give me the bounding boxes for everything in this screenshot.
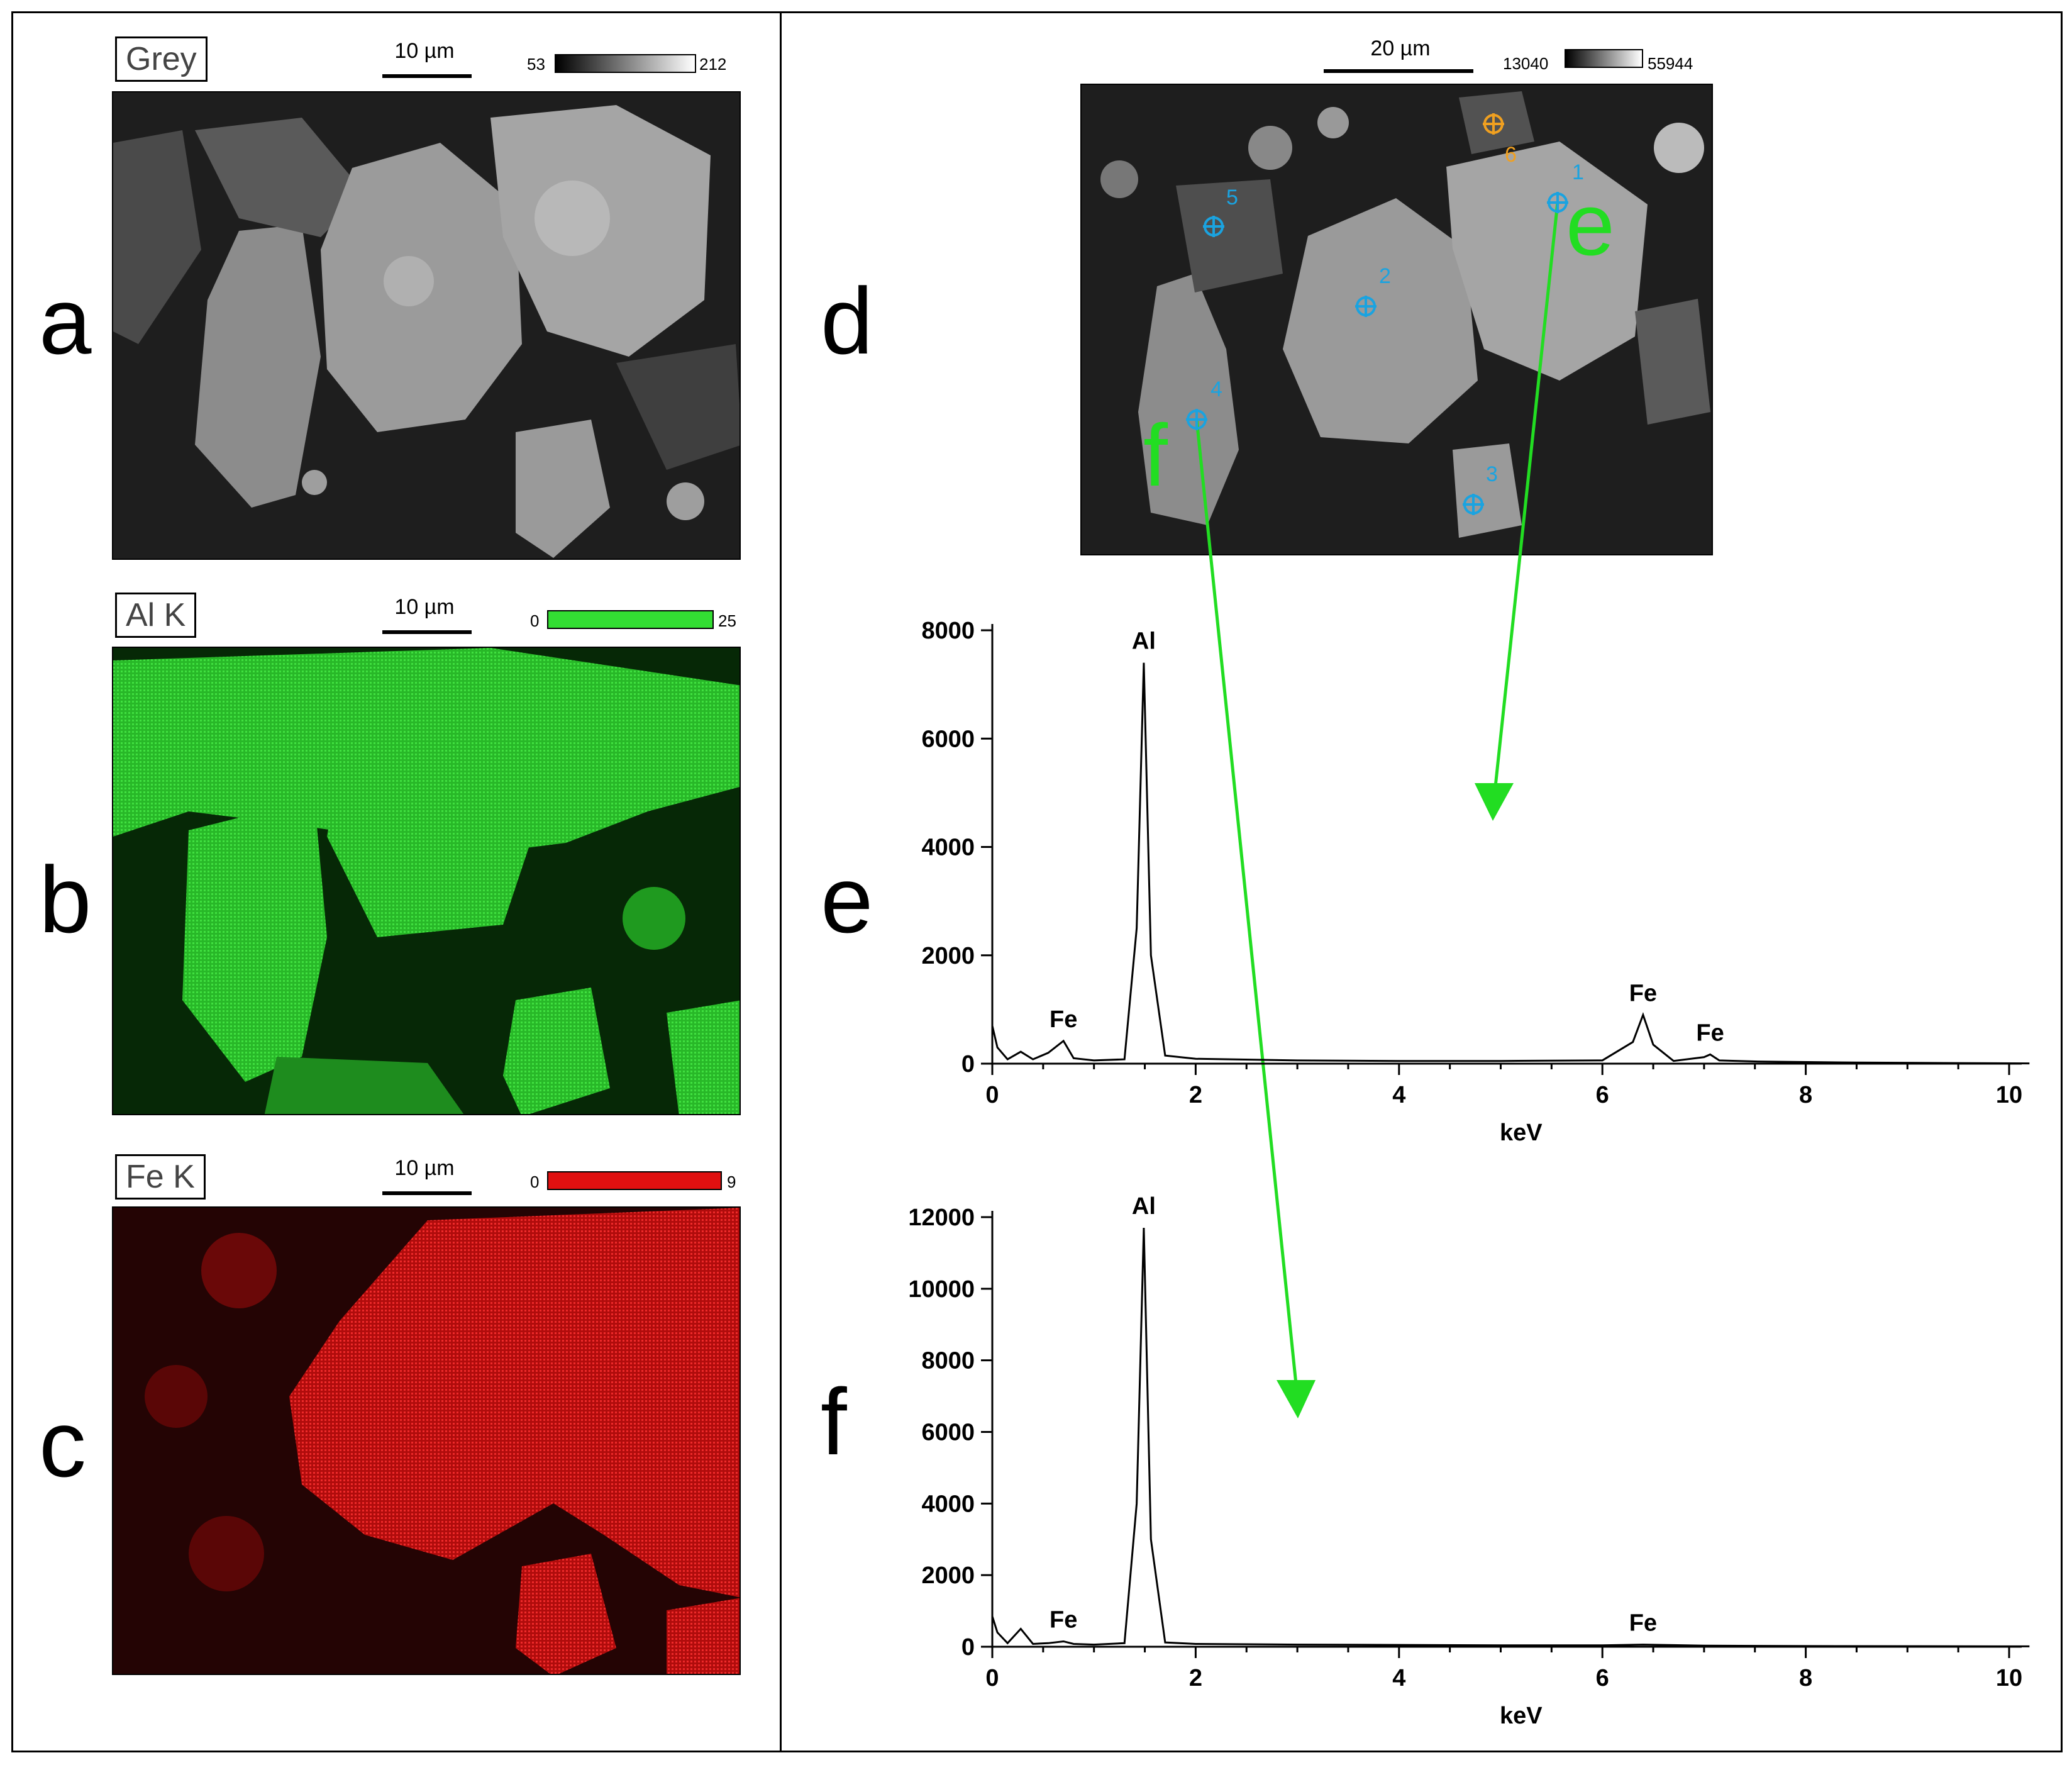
map-label-fe: Fe K (115, 1154, 206, 1200)
arrowhead-e (1475, 783, 1514, 821)
overlay-letter-e: e (1566, 175, 1615, 274)
peak-label-fe: Fe (1050, 1606, 1077, 1633)
colorbar-min-grey: 53 (527, 55, 545, 74)
y-tick-label: 4000 (921, 835, 975, 861)
x-tick-label: 6 (1596, 1082, 1609, 1108)
x-tick-label: 4 (1392, 1665, 1405, 1691)
spectrum-chart-e: 0 2000 4000 6000 8000 0 2 4 6 8 10 keV Al Fe Fe Fe (921, 618, 2030, 1146)
panel-letter-b: b (39, 847, 92, 952)
y-tick-label: 8000 (921, 1348, 975, 1374)
y-tick-label: 0 (961, 1634, 975, 1661)
panel-letter-f: f (821, 1369, 847, 1474)
point-label-6: 6 (1505, 143, 1517, 167)
panel-letter-e: e (821, 847, 873, 952)
y-tick-label: 8000 (921, 618, 975, 644)
scale-bar-al (382, 630, 472, 634)
arrow-line-f (1195, 419, 1299, 1391)
colorbar-max-fe: 9 (727, 1172, 736, 1191)
colorbar-min-fe: 0 (530, 1172, 540, 1191)
fe-map-image (113, 1208, 740, 1674)
x-tick-label: 8 (1799, 1082, 1812, 1108)
scale-bar-sem (1324, 69, 1473, 73)
y-tick-label: 6000 (921, 726, 975, 752)
point-marker-4 (1186, 409, 1207, 430)
peak-label-fe: Fe (1050, 1006, 1077, 1033)
panel-letter-c: c (39, 1391, 86, 1496)
panel-letter-d: d (821, 268, 873, 374)
panel-letter-a: a (39, 268, 92, 374)
y-tick-label: 2000 (921, 1562, 975, 1589)
x-tick-label: 6 (1596, 1665, 1609, 1691)
y-tick-label: 6000 (921, 1420, 975, 1446)
colorbar-min-al: 0 (530, 611, 540, 630)
y-tick-label: 10000 (908, 1276, 975, 1303)
map-label-grey: Grey (115, 36, 208, 82)
x-tick-label: 10 (1996, 1665, 2022, 1691)
point-marker-2 (1355, 296, 1377, 317)
map-label-al: Al K (115, 593, 197, 638)
colorbar-fe (547, 1171, 722, 1190)
scale-text-sem: 20 µm (1370, 36, 1431, 60)
fe-element-map (112, 1206, 741, 1675)
sem-point-svg (1082, 85, 1712, 554)
point-marker-6 (1483, 113, 1504, 135)
scale-bar-fe (382, 1191, 472, 1195)
sem-map-grey (112, 91, 741, 560)
overlay-letter-f: f (1143, 406, 1168, 504)
scale-text-fe: 10 µm (394, 1156, 455, 1180)
sem-point-image (1080, 84, 1713, 555)
colorbar-max-sem: 55944 (1648, 54, 1693, 73)
x-tick-label: 0 (985, 1665, 999, 1691)
arrow-line-e (1493, 202, 1560, 793)
sem-grey-image (113, 92, 740, 559)
point-label-3: 3 (1486, 462, 1498, 486)
x-tick-label: 4 (1392, 1082, 1405, 1108)
y-tick-label: 0 (961, 1051, 975, 1077)
point-label-5: 5 (1226, 186, 1238, 209)
y-tick-label: 12000 (908, 1205, 975, 1231)
y-tick-label: 4000 (921, 1491, 975, 1517)
x-tick-label: 0 (985, 1082, 999, 1108)
peak-label-al: Al (1132, 1193, 1156, 1220)
x-tick-label: 2 (1189, 1082, 1202, 1108)
scale-bar-grey (382, 74, 472, 78)
al-element-map (112, 647, 741, 1115)
colorbar-al (547, 610, 714, 629)
peak-label-al: Al (1132, 628, 1156, 655)
column-divider (780, 11, 782, 1752)
point-label-2: 2 (1379, 264, 1391, 288)
colorbar-max-al: 25 (718, 611, 736, 630)
figure-frame (11, 11, 2063, 1752)
x-axis-label: keV (1500, 1703, 1543, 1729)
spectrum-chart-f: 0 2000 4000 6000 8000 10000 12000 0 2 4 6 8 10 keV Al F… (908, 1193, 2030, 1729)
scale-text-al: 10 µm (394, 595, 455, 619)
arrowhead-f (1277, 1380, 1316, 1418)
x-tick-label: 2 (1189, 1665, 1202, 1691)
point-marker-3 (1463, 494, 1484, 515)
scale-text-grey: 10 µm (394, 39, 455, 63)
x-tick-label: 10 (1996, 1082, 2022, 1108)
spectrum-line (991, 662, 2030, 1065)
colorbar-max-grey: 212 (699, 55, 727, 74)
spectrum-line (991, 1228, 2030, 1647)
point-marker-1 (1547, 192, 1568, 213)
al-map-image (113, 648, 740, 1114)
peak-label-fe: Fe (1629, 1610, 1657, 1637)
colorbar-sem (1565, 49, 1643, 68)
point-label-1: 1 (1572, 160, 1584, 184)
x-axis-label: keV (1500, 1120, 1543, 1146)
x-tick-label: 8 (1799, 1665, 1812, 1691)
colorbar-grey (555, 54, 696, 73)
point-marker-5 (1203, 216, 1224, 237)
peak-label-fe: Fe (1629, 980, 1657, 1006)
peak-label-fe: Fe (1696, 1020, 1724, 1046)
y-tick-label: 2000 (921, 943, 975, 969)
point-label-4: 4 (1211, 377, 1222, 401)
colorbar-min-sem: 13040 (1503, 54, 1549, 73)
